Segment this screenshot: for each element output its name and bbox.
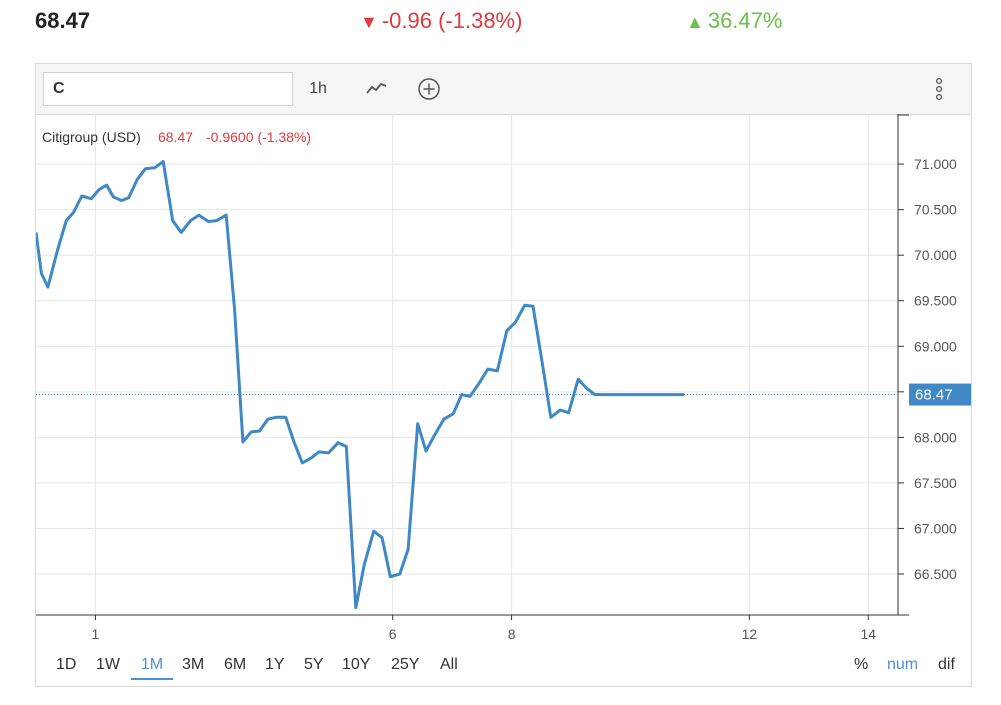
price-series-line [36,159,684,610]
y-tick-label: 68.000 [914,429,957,445]
legend-price: 68.47 [158,129,193,145]
price-tag-label: 68.47 [915,387,953,404]
daily-change-value: -0.96 (-1.38%) [381,8,523,33]
interval-button[interactable]: 1h [309,80,327,97]
range-button-1y[interactable]: 1Y [265,656,285,673]
x-tick-label: 14 [860,626,876,642]
range-button-25y[interactable]: 25Y [391,656,420,673]
legend-name: Citigroup (USD) [42,129,141,145]
y-tick-label: 69.500 [914,293,957,309]
price-tag-background [909,383,971,406]
ytd-change: ▲ 36.47% [686,8,782,34]
chart-legend: Citigroup (USD) 68.47 -0.9600 (-1.38%) [42,129,311,145]
price-chart[interactable]: 1 6 8 12 14 71.000 70.500 70.000 69.500 69.000 68.… [36,64,971,644]
last-price: 68.47 [35,8,91,33]
chart-widget: 1h 1 6 8 12 14 71.000 70.500 70.000 69.500 69.000… [35,63,972,687]
x-tick-label: 12 [742,626,758,642]
range-button-5y[interactable]: 5Y [304,656,324,673]
x-tick-label: 8 [508,626,516,642]
range-button-all[interactable]: All [440,656,458,673]
price-tag: 68.47 [909,383,971,406]
symbol-input[interactable] [43,72,293,106]
more-options-button[interactable] [926,74,952,104]
mode-dif-button[interactable]: dif [938,656,955,673]
chart-toolbar: 1h [36,64,971,115]
mode-percent-button[interactable]: % [854,656,869,673]
add-indicator-button[interactable] [415,76,443,102]
vertical-dots-icon [935,77,943,101]
axes: 1 6 8 12 14 71.000 70.500 70.000 69.500 69.000 68.… [36,114,957,642]
grid [36,114,898,615]
x-tick-label: 1 [92,626,100,642]
range-button-6m[interactable]: 6M [224,656,247,673]
y-tick-label: 70.500 [914,202,957,218]
line-chart-icon [366,82,387,94]
x-tick-label: 6 [389,626,397,642]
plus-circle-icon [418,78,440,100]
y-tick-label: 67.000 [914,520,957,536]
mode-num-button[interactable]: num [887,656,919,673]
range-button-1d[interactable]: 1D [56,656,77,673]
y-tick-label: 71.000 [914,156,957,172]
series-layer [36,159,898,610]
y-tick-label: 69.000 [914,338,957,354]
y-tick-label: 67.500 [914,475,957,491]
quote-header: 68.47 ▼ -0.96 (-1.38%) ▲ 36.47% [0,0,1001,44]
ytd-change-value: 36.47% [707,8,783,33]
up-arrow-icon: ▲ [686,12,704,32]
chart-type-button[interactable] [363,76,391,102]
range-button-1m[interactable]: 1M [131,654,173,680]
y-tick-label: 66.500 [914,566,957,582]
legend-change: -0.9600 (-1.38%) [206,129,311,145]
range-button-1w[interactable]: 1W [96,656,120,673]
daily-change: ▼ -0.96 (-1.38%) [360,8,522,34]
y-tick-label: 70.000 [914,247,957,263]
down-arrow-icon: ▼ [360,12,378,32]
range-button-10y[interactable]: 10Y [342,656,371,673]
range-selector: 1D 1W 1M 3M 6M 1Y 5Y 10Y 25Y All % num dif [36,644,971,688]
range-button-3m[interactable]: 3M [182,656,205,673]
